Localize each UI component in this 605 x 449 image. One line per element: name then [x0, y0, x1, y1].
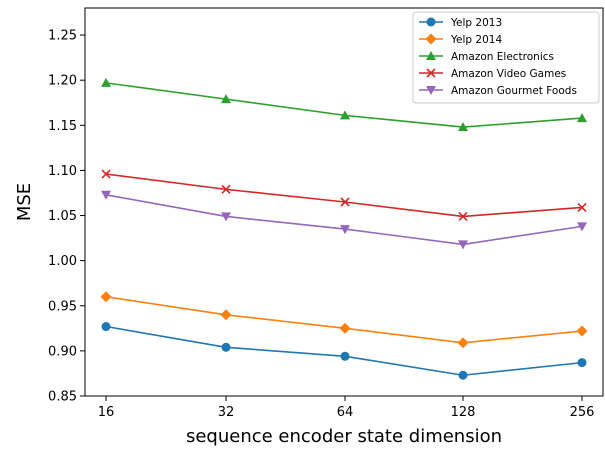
y-tick-label: 1.05: [48, 209, 77, 224]
series-yelp-2013: [101, 322, 587, 380]
data-point: [340, 110, 350, 120]
series-amazon-electronics: [101, 77, 587, 132]
y-tick-label: 0.90: [48, 344, 77, 359]
legend: Yelp 2013 Yelp 2014 Amazon Electronics Amaz…: [412, 11, 600, 104]
data-point: [457, 337, 469, 349]
legend-label: Amazon Gourmet Foods: [451, 85, 577, 97]
y-tick-label: 1.15: [48, 119, 77, 134]
legend-label: Amazon Electronics: [451, 51, 554, 63]
data-point: [340, 351, 350, 361]
y-axis-label: MSE: [14, 183, 35, 221]
legend-label: Yelp 2014: [450, 34, 502, 46]
data-point: [340, 197, 350, 207]
data-point: [577, 202, 587, 212]
legend-item: Amazon Electronics: [419, 51, 554, 63]
legend-marker: [426, 51, 436, 60]
data-point: [458, 122, 468, 132]
legend-box: [412, 11, 600, 104]
legend-marker: [426, 86, 436, 95]
data-point: [101, 322, 111, 332]
data-point: [101, 77, 111, 87]
data-point: [577, 113, 587, 123]
data-point: [339, 322, 351, 334]
x-tick-label: 64: [337, 405, 354, 420]
legend-item: Yelp 2014: [419, 33, 502, 46]
y-tick-label: 0.95: [48, 299, 77, 314]
x-tick-label: 32: [218, 405, 235, 420]
legend-label: Amazon Video Games: [451, 68, 566, 80]
legend-marker: [425, 33, 437, 45]
x-axis-label: sequence encoder state dimension: [186, 426, 502, 447]
data-point: [577, 358, 587, 368]
data-point: [221, 342, 231, 352]
data-point: [458, 240, 468, 250]
data-point: [221, 94, 231, 104]
data-point: [340, 225, 350, 235]
data-point: [221, 184, 231, 194]
data-point: [458, 211, 468, 222]
series-layer: [100, 77, 588, 380]
data-point: [221, 212, 231, 222]
legend-label: Yelp 2013: [450, 17, 502, 29]
y-tick-label: 1.25: [48, 29, 77, 44]
data-point: [576, 325, 588, 337]
data-point: [101, 169, 111, 179]
data-point: [458, 370, 468, 380]
data-point: [101, 190, 111, 200]
legend-item: Amazon Video Games: [419, 68, 566, 80]
y-tick-label: 1.10: [48, 164, 77, 179]
data-point: [220, 309, 232, 321]
x-tick-label: 256: [570, 405, 595, 420]
y-tick-label: 0.85: [48, 390, 77, 405]
y-tick-label: 1.20: [48, 74, 77, 89]
legend-marker: [426, 17, 436, 27]
x-tick-label: 128: [451, 405, 476, 420]
data-point: [100, 291, 112, 303]
legend-item: Yelp 2013: [419, 17, 502, 29]
series-amazon-gourmet-foods: [101, 190, 587, 250]
series-yelp-2014: [100, 291, 588, 349]
legend-item: Amazon Gourmet Foods: [419, 85, 577, 97]
legend-marker: [426, 68, 436, 78]
axis-ticks: 0.85 0.90 0.95 1.00 1.05 1.10 1.15 1.20 1.25 16 32…: [48, 29, 594, 420]
series-amazon-video-games: [101, 169, 587, 222]
data-point: [577, 222, 587, 232]
y-tick-label: 1.00: [48, 254, 77, 269]
x-tick-label: 16: [98, 405, 115, 420]
